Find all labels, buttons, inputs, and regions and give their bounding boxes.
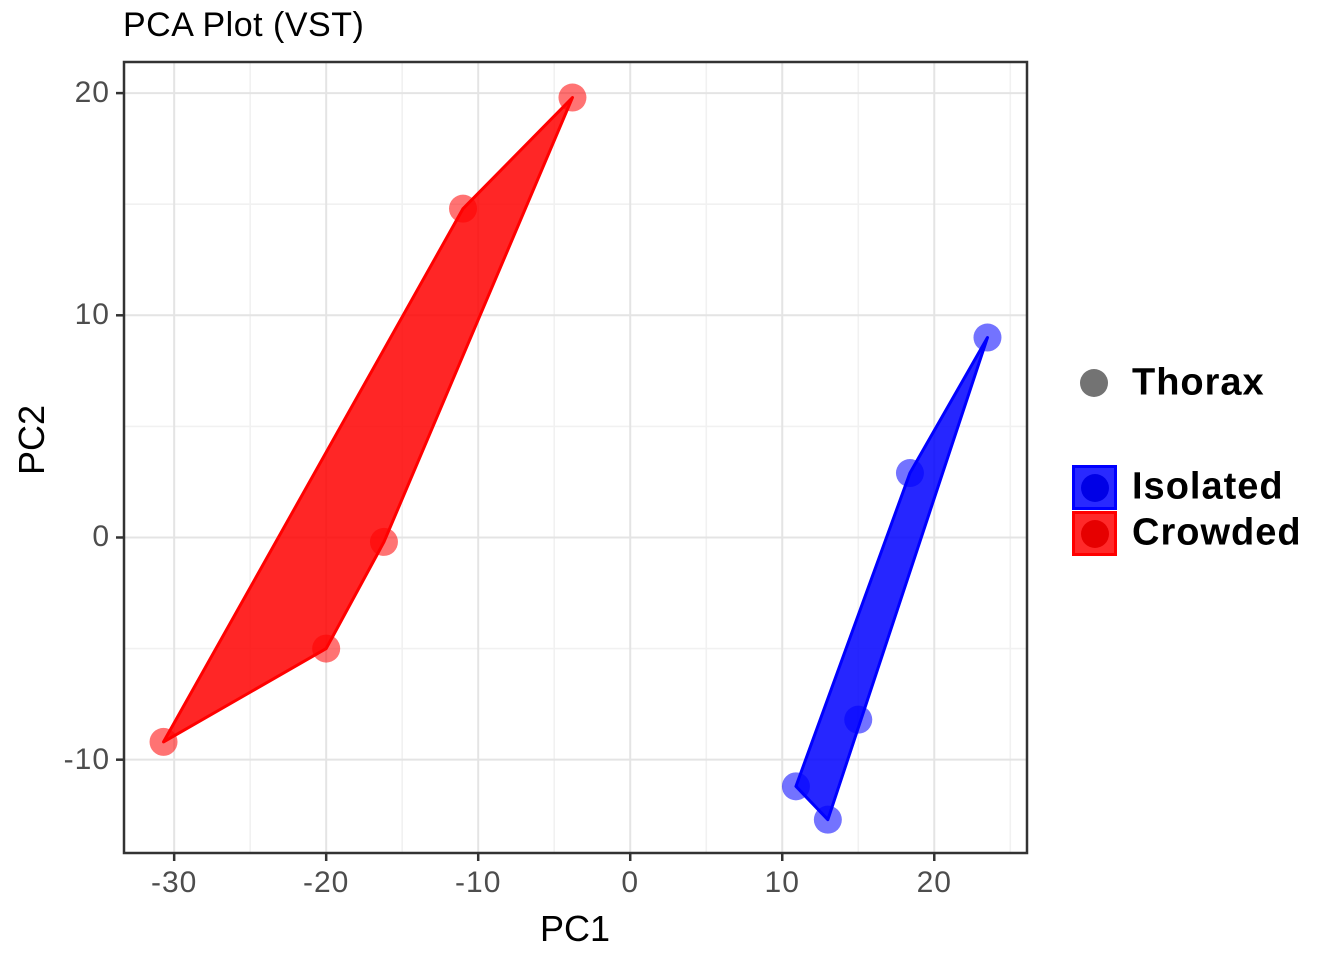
isolated-data-point: [781, 772, 810, 801]
crowded-data-point: [449, 194, 478, 223]
x-axis-title: PC1: [539, 908, 611, 949]
crowded-data-point: [558, 83, 587, 112]
y-tick-label: 20: [74, 76, 110, 110]
crowded-data-point: [369, 527, 398, 556]
y-tick-label: 0: [92, 520, 110, 554]
x-tick-label: 20: [916, 866, 952, 899]
y-axis-title: PC2: [11, 404, 52, 475]
y-tick-label: -10: [63, 742, 110, 776]
x-tick-label: -30: [150, 866, 198, 899]
plot-title: PCA Plot (VST): [123, 6, 365, 44]
isolated-data-point: [973, 323, 1002, 352]
isolated-data-point: [813, 805, 842, 834]
x-tick-label: 10: [764, 866, 800, 899]
panel-border: [122, 60, 1029, 855]
panel-background: [124, 62, 1027, 853]
x-tick-label: 0: [621, 866, 640, 899]
crowded-data-point: [312, 634, 341, 663]
isolated-data-point: [844, 705, 873, 734]
y-tick-label: 10: [74, 298, 110, 332]
x-tick-label: -10: [455, 866, 502, 899]
crowded-data-point: [149, 727, 178, 756]
crowded-hull-polygon: [162, 96, 574, 744]
isolated-data-point: [895, 459, 924, 488]
x-tick-label: -20: [302, 866, 350, 899]
